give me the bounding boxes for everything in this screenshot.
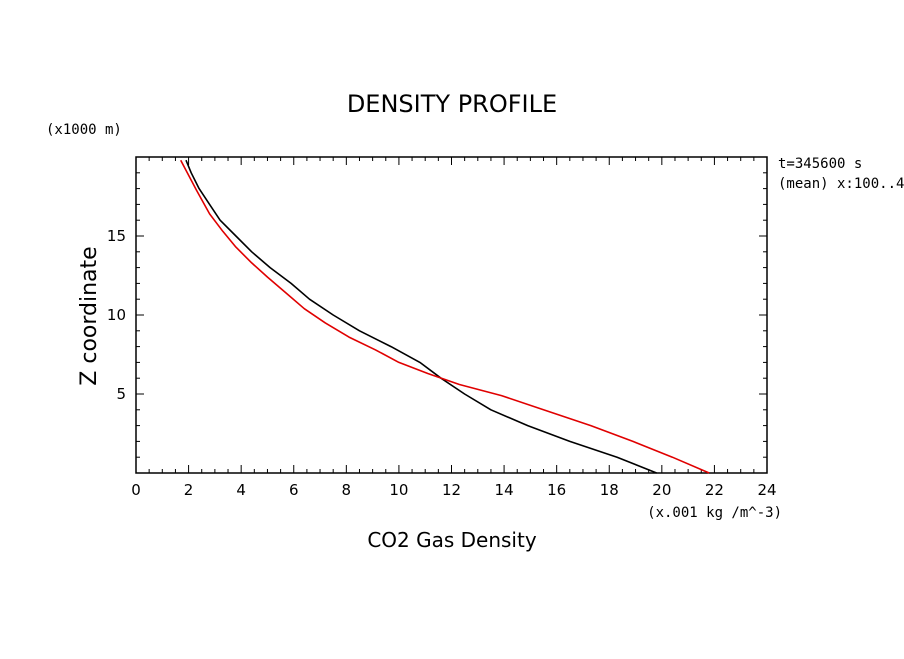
x-tick-label: 0: [131, 481, 141, 499]
y-tick-label: 10: [107, 306, 126, 324]
x-tick-label: 8: [342, 481, 352, 499]
x-tick-label: 2: [184, 481, 194, 499]
x-tick-label: 10: [389, 481, 408, 499]
y-tick-label: 15: [107, 227, 126, 245]
x-axis-label: CO2 Gas Density: [367, 528, 537, 552]
y-axis-label: Z coordinate: [77, 246, 102, 385]
x-tick-label: 6: [289, 481, 299, 499]
chart-title: DENSITY PROFILE: [347, 90, 557, 118]
x-tick-label: 4: [236, 481, 246, 499]
annotation-mean: (mean) x:100..4: [778, 176, 904, 192]
series-line-2: [179, 159, 710, 474]
x-tick-label: 12: [442, 481, 461, 499]
x-tick-label: 20: [652, 481, 671, 499]
x-tick-label: 22: [705, 481, 724, 499]
x-tick-label: 24: [757, 481, 776, 499]
x-units-label: (x.001 kg /m^-3): [647, 505, 782, 521]
x-tick-label: 18: [600, 481, 619, 499]
plot-frame: [135, 156, 768, 474]
y-units-label: (x1000 m): [46, 122, 122, 138]
annotation-time: t=345600 s: [778, 156, 862, 172]
series-layer: [179, 159, 710, 474]
x-tick-label: 16: [547, 481, 566, 499]
x-tick-label: 14: [495, 481, 514, 499]
y-tick-label: 5: [116, 385, 126, 403]
series-line-1: [185, 159, 657, 474]
